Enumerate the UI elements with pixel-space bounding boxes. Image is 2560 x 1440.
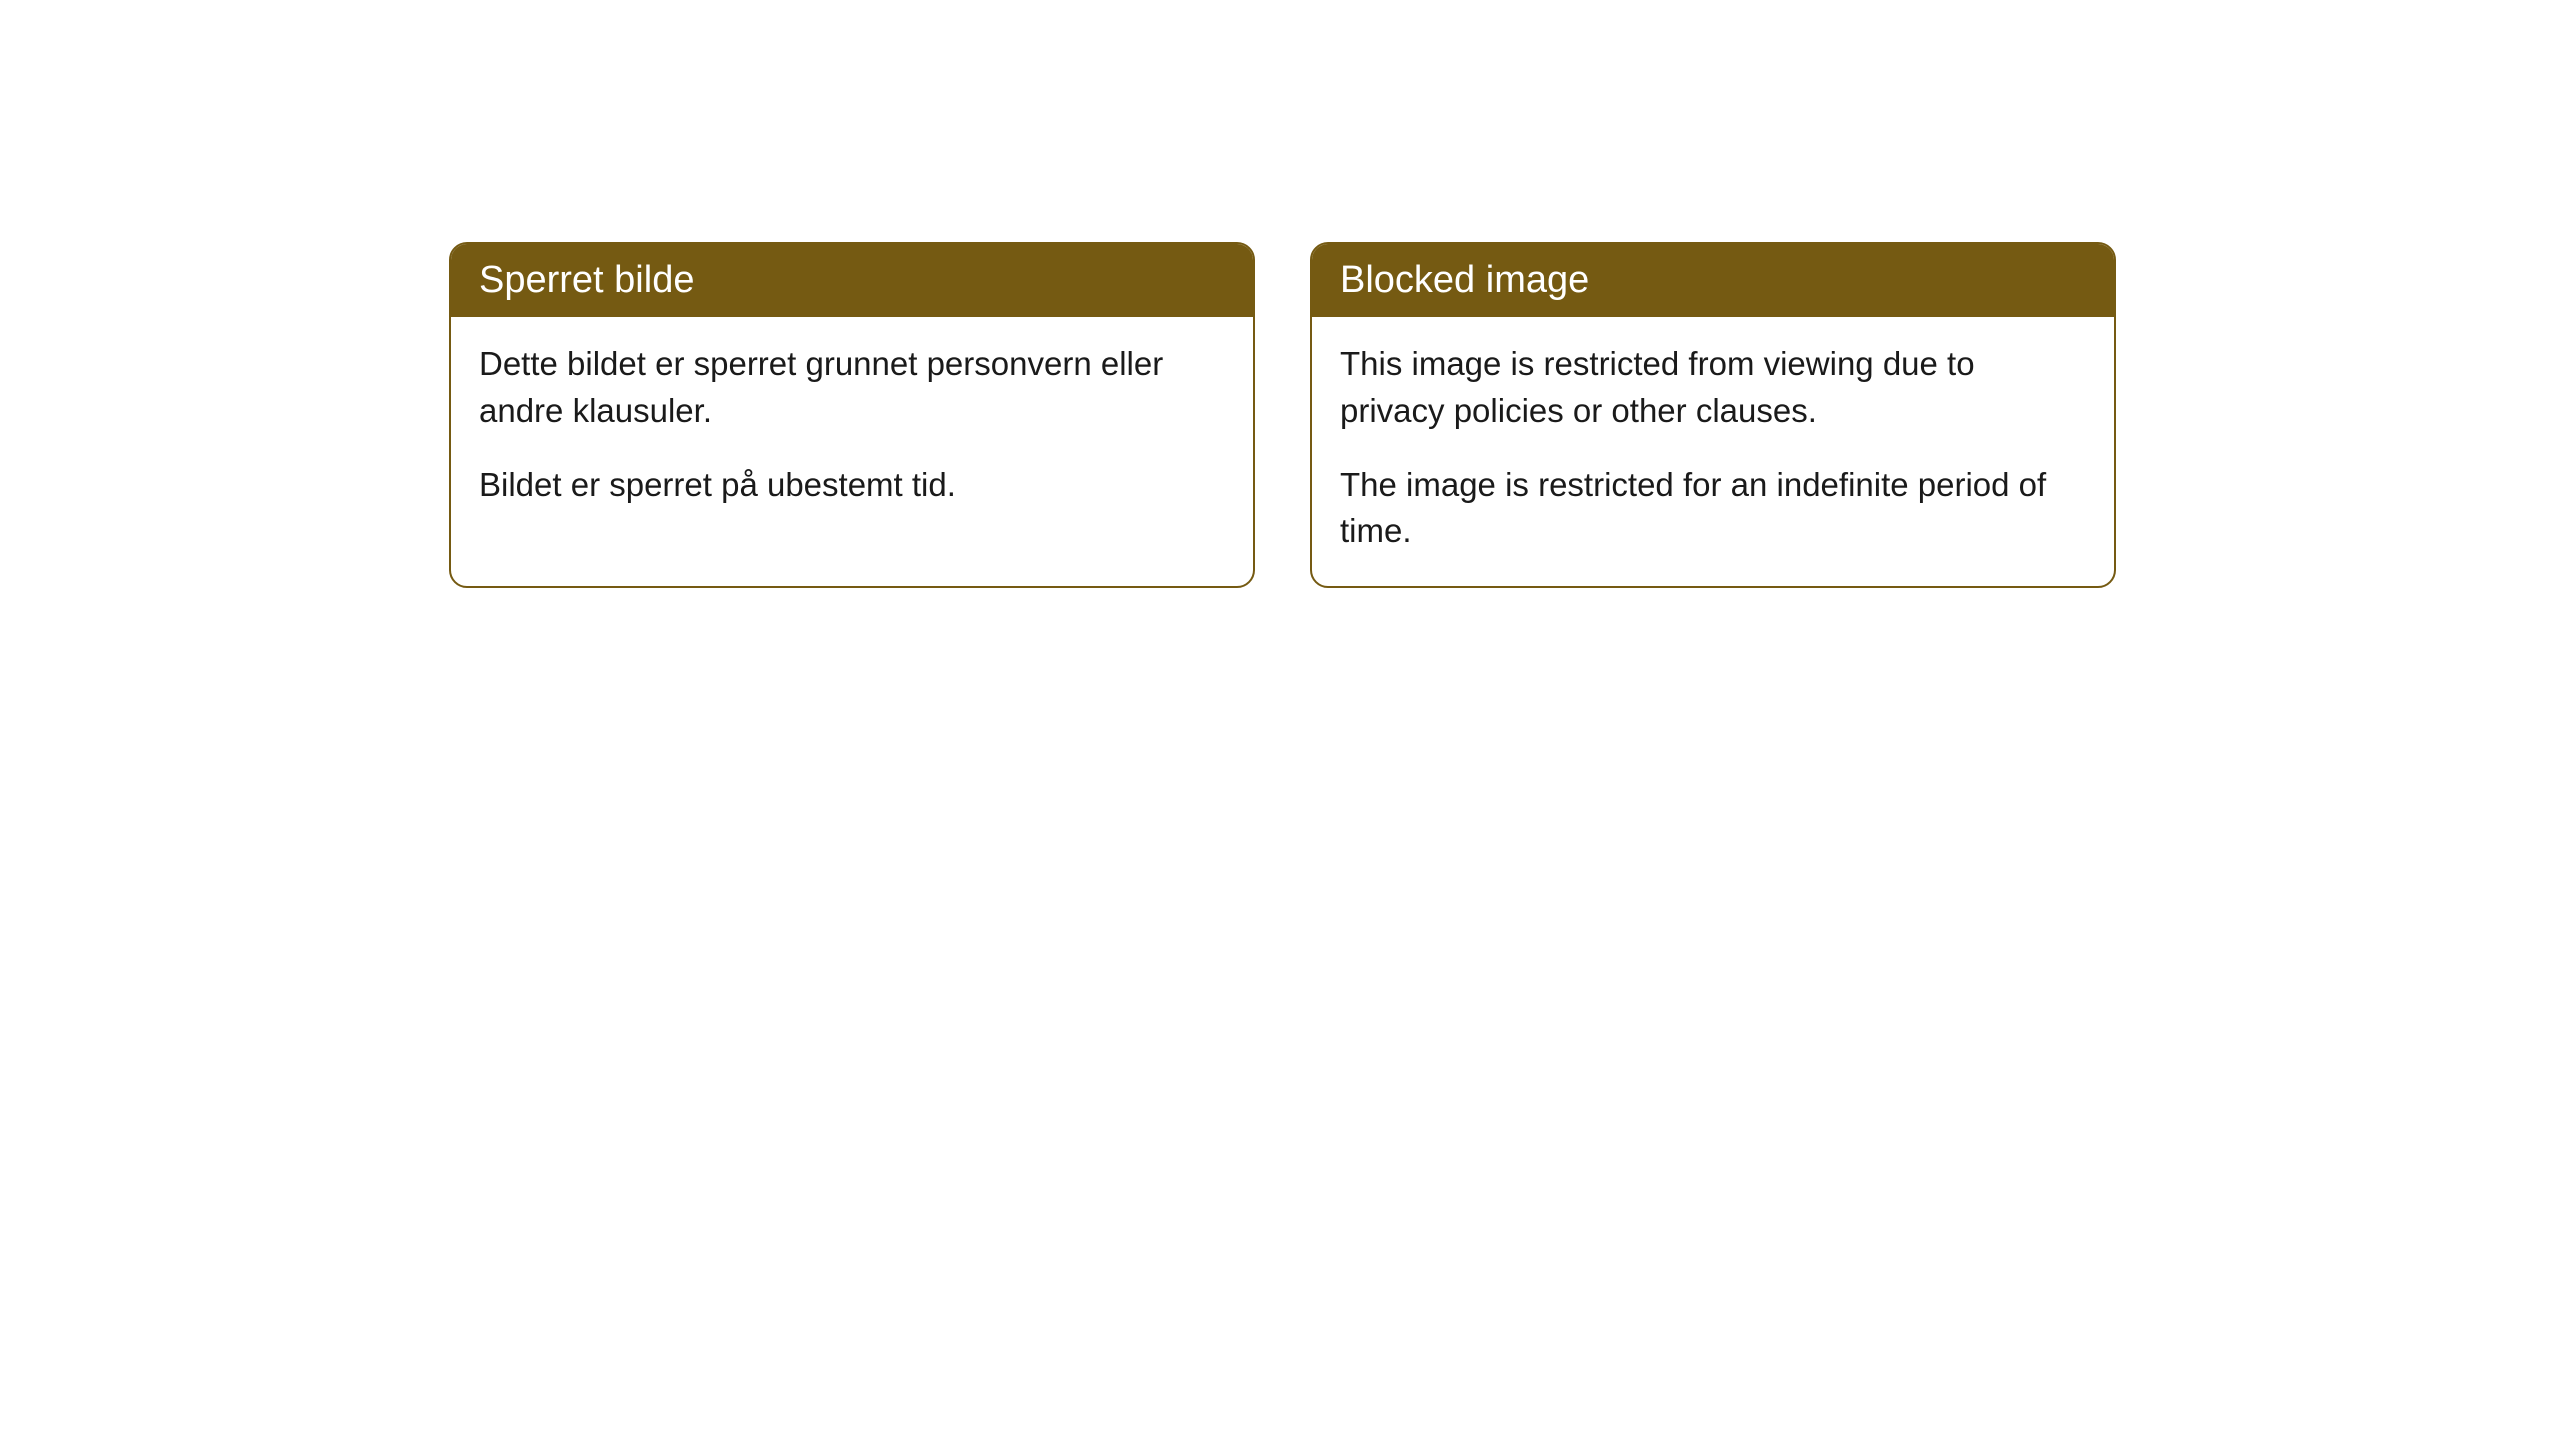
card-header-en: Blocked image [1312,244,2114,317]
card-body-en: This image is restricted from viewing du… [1312,317,2114,586]
card-body-no: Dette bildet er sperret grunnet personve… [451,317,1253,540]
blocked-image-card-en: Blocked image This image is restricted f… [1310,242,2116,588]
blocked-image-card-no: Sperret bilde Dette bildet er sperret gr… [449,242,1255,588]
card-paragraph-1-no: Dette bildet er sperret grunnet personve… [479,341,1225,433]
card-paragraph-2-no: Bildet er sperret på ubestemt tid. [479,462,1225,508]
card-header-no: Sperret bilde [451,244,1253,317]
card-paragraph-1-en: This image is restricted from viewing du… [1340,341,2086,433]
card-paragraph-2-en: The image is restricted for an indefinit… [1340,462,2086,554]
notice-container: Sperret bilde Dette bildet er sperret gr… [0,0,2560,588]
